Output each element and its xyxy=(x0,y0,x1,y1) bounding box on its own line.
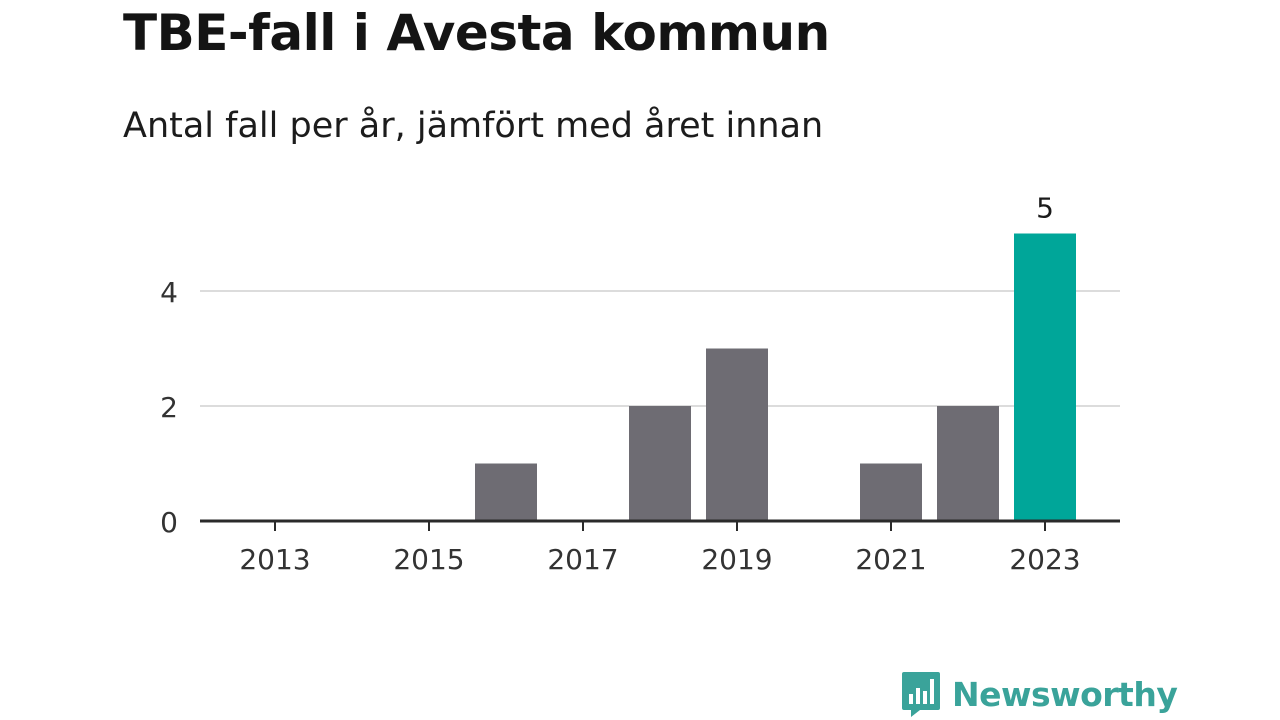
axes xyxy=(200,519,1120,531)
bar-2022 xyxy=(937,406,999,521)
x-tick-label: 2021 xyxy=(855,543,926,576)
bar-2023 xyxy=(1014,233,1076,521)
brand-logo: Newsworthy xyxy=(900,670,1178,718)
bar-2018 xyxy=(629,406,691,521)
x-tick-label: 2023 xyxy=(1009,543,1080,576)
bar-2019 xyxy=(706,348,768,521)
labels: 0 2 4 2013 2015 2017 2019 2021 2023 5 xyxy=(160,192,1080,577)
bar-2016 xyxy=(475,463,537,521)
y-tick-label: 0 xyxy=(160,506,178,539)
bar-chart-speech-bubble-icon xyxy=(902,672,940,717)
chart-subtitle: Antal fall per år, jämfört med året inna… xyxy=(123,106,824,146)
brand-name: Newsworthy xyxy=(952,674,1178,714)
bars xyxy=(475,233,1076,521)
gridlines xyxy=(200,290,1120,407)
x-tick-label: 2013 xyxy=(239,543,310,576)
x-tick-label: 2015 xyxy=(393,543,464,576)
x-tick-label: 2019 xyxy=(701,543,772,576)
data-label: 5 xyxy=(1036,192,1054,225)
bar-chart: 0 2 4 2013 2015 2017 2019 2021 2023 5 xyxy=(160,192,1120,577)
y-tick-label: 4 xyxy=(160,276,178,309)
chart-title: TBE-fall i Avesta kommun xyxy=(123,4,830,62)
y-tick-label: 2 xyxy=(160,391,178,424)
bar-2021 xyxy=(860,463,922,521)
x-tick-label: 2017 xyxy=(547,543,618,576)
